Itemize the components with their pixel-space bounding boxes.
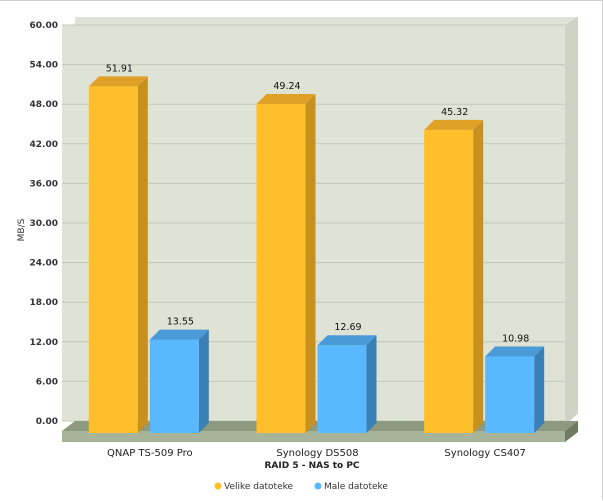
bar-top — [256, 94, 316, 105]
data-label: 51.91 — [106, 63, 133, 74]
x-category-label: QNAP TS-509 Pro — [107, 448, 193, 459]
bar-top — [317, 335, 377, 346]
y-tick-label: 42.00 — [30, 140, 58, 150]
y-tick-label: 36.00 — [30, 179, 58, 189]
bar-side — [473, 119, 484, 433]
legend: Velike datoteke Male datoteke — [214, 482, 388, 492]
bar-side — [137, 76, 148, 434]
legend-label-male: Male datoteke — [324, 482, 388, 492]
y-axis-title: MB/S — [17, 218, 27, 241]
y-tick-label: 0.00 — [36, 417, 58, 427]
plot-side-wall — [565, 17, 578, 426]
bar-side — [366, 335, 377, 433]
bar-side — [305, 94, 316, 434]
x-axis-categories: QNAP TS-509 Pro Synology DS508 Synology CS… — [107, 448, 526, 459]
bar-top — [485, 346, 545, 357]
x-category-label: Synology DS508 — [276, 448, 358, 459]
bar — [317, 345, 367, 433]
bar-top — [424, 119, 484, 130]
bar-top — [88, 76, 148, 87]
x-category-label: Synology CS407 — [444, 448, 525, 459]
y-tick-label: 18.00 — [30, 298, 58, 308]
data-labels: 51.91 49.24 45.32 13.55 12.69 10.98 — [106, 63, 530, 344]
data-label: 49.24 — [273, 81, 300, 92]
legend-marker-male — [314, 482, 322, 490]
data-label: 13.55 — [167, 317, 194, 328]
y-tick-label: 12.00 — [30, 338, 58, 348]
bar — [88, 86, 138, 434]
floor-side — [565, 421, 578, 442]
y-tick-label: 6.00 — [36, 377, 58, 387]
y-tick-label: 54.00 — [30, 61, 58, 71]
legend-label-velike: Velike datoteke — [224, 482, 294, 492]
data-label: 10.98 — [502, 334, 529, 345]
y-tick-label: 48.00 — [30, 100, 58, 110]
bar-side — [198, 329, 209, 433]
data-label: 12.69 — [334, 322, 361, 333]
y-tick-label: 24.00 — [30, 259, 58, 269]
y-tick-label: 60.00 — [30, 21, 58, 31]
bar — [256, 104, 306, 434]
y-tick-label: 30.00 — [30, 219, 58, 229]
bar-top — [149, 329, 209, 340]
x-axis-title: RAID 5 - NAS to PC — [264, 461, 359, 471]
bar — [424, 129, 474, 433]
y-axis-ticks: 0.00 6.00 12.00 18.00 24.00 30.00 36.00 42.00 48… — [30, 21, 58, 427]
bar — [485, 356, 535, 433]
data-label: 45.32 — [441, 107, 468, 118]
legend-marker-velike — [214, 482, 222, 490]
bar-side — [534, 346, 545, 433]
bar — [149, 339, 199, 433]
floor-front — [62, 431, 565, 442]
bars — [88, 76, 545, 434]
